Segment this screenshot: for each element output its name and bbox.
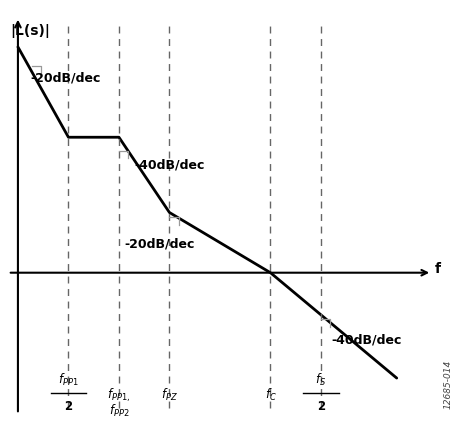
Text: $f_{PP1,}$: $f_{PP1,}$ (108, 386, 130, 403)
Text: |L(s)|: |L(s)| (10, 24, 50, 38)
Text: -40dB/dec: -40dB/dec (134, 158, 204, 171)
Text: $f_S$: $f_S$ (316, 371, 326, 387)
Text: -20dB/dec: -20dB/dec (30, 72, 101, 84)
Text: 2: 2 (64, 399, 73, 412)
Text: $f_{PP2}$: $f_{PP2}$ (109, 402, 129, 418)
Text: 12685-014: 12685-014 (443, 359, 452, 408)
Text: $f_{PZ}$: $f_{PZ}$ (161, 386, 178, 402)
Text: $f_C$: $f_C$ (265, 386, 276, 402)
Text: -20dB/dec: -20dB/dec (124, 236, 194, 250)
Text: f: f (434, 262, 440, 276)
Text: $f_{PP1}$: $f_{PP1}$ (58, 371, 79, 387)
Text: -40dB/dec: -40dB/dec (331, 333, 401, 345)
Text: 2: 2 (317, 399, 325, 412)
